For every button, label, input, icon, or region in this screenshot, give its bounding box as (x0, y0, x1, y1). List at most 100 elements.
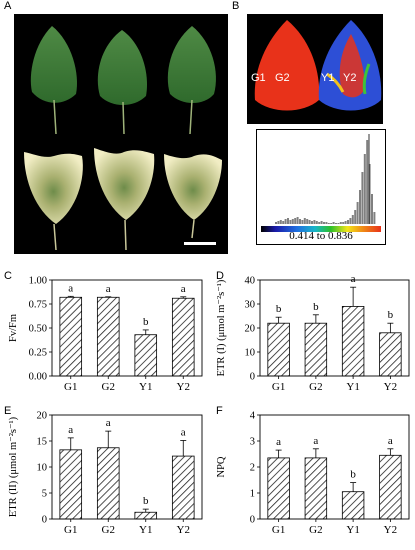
histogram-bar (313, 220, 316, 224)
histogram-bar (284, 219, 287, 224)
histogram-bar (342, 222, 345, 224)
histogram-bar (291, 219, 294, 224)
error-bar (312, 448, 319, 458)
y-tick-label: 20 (245, 324, 256, 335)
significance-letter: a (68, 424, 73, 436)
x-tick-label: Y2 (384, 524, 397, 536)
error-bar (275, 316, 282, 324)
histogram-bar (279, 220, 282, 224)
bar-y2 (171, 297, 195, 377)
panel-label-f: F (216, 405, 223, 417)
bar-g1 (59, 449, 83, 520)
histogram-bar (289, 220, 292, 224)
significance-letter: a (106, 417, 111, 429)
significance-letter: b (388, 309, 394, 321)
histogram-bar (361, 172, 364, 224)
green-leaf-3 (167, 26, 216, 135)
histogram-bar (351, 215, 354, 224)
y-axis-label: Fv/Fm (8, 314, 19, 342)
scale-bar (184, 242, 216, 245)
histogram-bar (337, 223, 340, 224)
y-tick-label: 0.25 (29, 348, 47, 359)
histogram-bar (318, 222, 321, 224)
histogram-bar (311, 221, 313, 224)
variegated-leaf-3 (164, 154, 222, 239)
y-tick-label: 0 (250, 372, 255, 383)
error-bar (387, 448, 394, 456)
error-bar (350, 482, 357, 492)
error-bar (67, 437, 74, 450)
x-tick-label: Y2 (177, 381, 190, 393)
significance-letter: b (276, 303, 282, 315)
y-tick-label: 4 (250, 411, 256, 422)
histogram-bar (339, 222, 342, 224)
histogram-bar (320, 221, 323, 224)
significance-letter: a (388, 435, 393, 447)
histogram-bar (315, 221, 318, 224)
histogram-bars (275, 134, 376, 224)
error-bar (180, 440, 187, 457)
x-tick-label: Y2 (177, 524, 190, 536)
chart-etr-ii: a G1 a G2 b Y1 a Y2 0 5 10 15 20 ETR (II) (μmol m⁻²s⁻… (8, 411, 203, 536)
y-tick-label: 10 (245, 348, 256, 359)
error-bar (67, 295, 74, 298)
chart-fvfm: a G1 a G2 b Y1 a Y2 0.00 0.25 0.50 0.75 1.00 Fv/Fm (8, 276, 203, 393)
fluorescence-histogram: 0.414 to 0.836 (256, 129, 386, 245)
y-tick-label: 2 (250, 463, 255, 474)
histogram-bar (332, 222, 335, 224)
significance-letter: a (313, 435, 318, 447)
y-tick-label: 20 (37, 411, 48, 422)
y-axis-label: ETR (I) (μmol m⁻²s⁻¹) (216, 279, 227, 376)
histogram-bar (347, 220, 349, 224)
x-tick-label: G2 (102, 524, 115, 536)
bar-g2 (96, 296, 120, 377)
significance-letter: a (276, 436, 281, 448)
y-tick-label: 1.00 (29, 276, 47, 287)
histogram-bar (325, 222, 328, 224)
panel-label-b: B (232, 0, 240, 12)
x-tick-label: G1 (272, 381, 285, 393)
label-y2: Y2 (343, 72, 357, 84)
histogram-bar (301, 220, 304, 224)
x-tick-label: Y2 (384, 381, 397, 393)
histogram-bar (282, 221, 285, 224)
panel-label-c: C (4, 270, 12, 282)
error-bar (350, 286, 357, 307)
histogram-bar (373, 212, 376, 224)
histogram-bar (368, 164, 371, 224)
histogram-bar (359, 190, 361, 224)
x-tick-label: G1 (64, 381, 77, 393)
bar-y1 (134, 511, 158, 520)
y-tick-label: 0.00 (29, 372, 47, 383)
histogram-bar (344, 221, 347, 224)
significance-letter: b (143, 495, 149, 507)
y-tick-label: 5 (42, 489, 47, 500)
histogram-bar (299, 219, 301, 224)
y-tick-label: 0 (250, 515, 255, 526)
green-leaf-2 (97, 30, 147, 135)
significance-letter: a (181, 426, 186, 438)
histogram-bar (354, 210, 357, 224)
histogram-bar (349, 218, 352, 224)
variegated-leaf-1 (24, 152, 83, 251)
histogram-bar (306, 219, 309, 224)
y-axis-label: ETR (II) (μmol m⁻²s⁻¹) (8, 416, 19, 517)
bar-y2 (171, 455, 195, 520)
colorbar-range: 0.414 to 0.836 (289, 230, 353, 242)
chart-etr-i: b G1 b G2 a Y1 b Y2 0 10 20 30 40 ETR (I) (μmol m⁻²s⁻… (216, 273, 410, 393)
y-tick-label: 3 (250, 437, 255, 448)
histogram-bar (303, 218, 306, 224)
y-tick-label: 10 (37, 463, 48, 474)
x-tick-label: G1 (64, 524, 77, 536)
panel-label-a: A (4, 0, 12, 12)
y-axis-label: NPQ (216, 456, 227, 477)
x-tick-label: G2 (309, 524, 322, 536)
histogram-bar (323, 222, 325, 224)
error-bar (180, 296, 187, 299)
bar-y1 (341, 491, 365, 520)
error-bar (387, 322, 394, 333)
significance-letter: a (106, 283, 111, 295)
y-tick-label: 0 (42, 515, 47, 526)
significance-letter: b (350, 469, 356, 481)
bar-y2 (379, 454, 402, 520)
